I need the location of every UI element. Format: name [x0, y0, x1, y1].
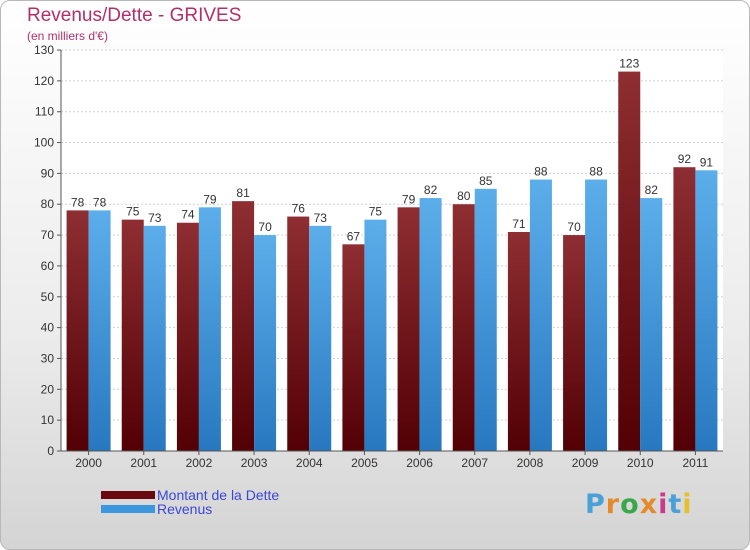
data-label-revenus: 78	[93, 195, 107, 209]
bar-revenus	[309, 225, 332, 451]
x-tick-label: 2004	[296, 456, 323, 470]
y-tick-label: 30	[41, 351, 55, 365]
legend-item-revenus: Revenus	[101, 501, 212, 517]
bar-dette	[507, 231, 530, 451]
bar-dette	[452, 204, 475, 451]
x-tick-label: 2003	[241, 456, 268, 470]
data-label-revenus: 85	[479, 174, 493, 188]
plot-area	[61, 50, 723, 451]
y-tick-label: 50	[41, 290, 55, 304]
data-label-revenus: 75	[369, 205, 383, 219]
y-tick-label: 80	[41, 197, 55, 211]
bar-revenus	[695, 170, 718, 452]
data-label-dette: 78	[71, 195, 85, 209]
logo-letter: x	[639, 489, 659, 520]
bar-revenus	[474, 188, 497, 452]
bar-dette	[342, 244, 365, 451]
bar-dette	[618, 71, 641, 451]
legend-swatch-dette	[101, 491, 155, 499]
y-tick-label: 60	[41, 259, 55, 273]
data-label-revenus: 82	[645, 183, 659, 197]
data-label-dette: 74	[181, 208, 195, 222]
bar-revenus	[585, 179, 608, 452]
bar-dette	[176, 222, 199, 451]
data-label-revenus: 88	[534, 165, 548, 179]
bar-revenus	[198, 207, 221, 451]
y-tick-label: 0	[47, 444, 54, 458]
bar-revenus	[143, 225, 166, 451]
logo-letter: r	[605, 489, 621, 520]
chart-title: Revenus/Dette - GRIVES	[27, 5, 242, 26]
logo-letter: o	[620, 489, 640, 520]
legend-label-dette: Montant de la Dette	[157, 487, 280, 503]
y-tick-label: 100	[34, 136, 54, 150]
x-tick-label: 2005	[351, 456, 378, 470]
data-label-dette: 70	[567, 220, 581, 234]
data-label-revenus: 79	[203, 192, 217, 206]
bar-dette	[232, 201, 255, 451]
bar-revenus	[640, 198, 663, 451]
y-tick-label: 120	[34, 74, 54, 88]
data-label-dette: 81	[236, 186, 250, 200]
bar-dette	[287, 216, 310, 451]
legend-label-revenus: Revenus	[157, 501, 213, 517]
x-tick-label: 2008	[517, 456, 544, 470]
bar-revenus	[419, 198, 442, 451]
y-tick-label: 20	[41, 382, 55, 396]
data-label-revenus: 70	[258, 220, 272, 234]
data-label-revenus: 88	[589, 165, 603, 179]
legend-item-dette: Montant de la Dette	[101, 487, 279, 503]
y-tick-label: 10	[41, 413, 55, 427]
x-tick-label: 2002	[186, 456, 213, 470]
x-tick-label: 2009	[572, 456, 599, 470]
data-label-revenus: 73	[148, 211, 162, 225]
logo-letter: i	[658, 489, 669, 520]
logo-letter: t	[668, 489, 683, 520]
data-label-dette: 67	[347, 229, 361, 243]
bar-revenus	[529, 179, 552, 452]
logo-letter: i	[682, 489, 693, 520]
bar-dette	[397, 207, 420, 451]
y-tick-label: 90	[41, 166, 55, 180]
x-tick-label: 2007	[461, 456, 488, 470]
data-label-revenus: 82	[424, 183, 438, 197]
data-label-dette: 71	[512, 217, 526, 231]
data-label-dette: 123	[619, 57, 639, 71]
bar-dette	[121, 219, 144, 451]
y-tick-label: 130	[34, 43, 54, 57]
legend-swatch-revenus	[101, 505, 155, 513]
y-tick-label: 40	[41, 321, 55, 335]
bar-revenus	[254, 235, 277, 451]
x-tick-label: 2010	[627, 456, 654, 470]
y-tick-label: 70	[41, 228, 55, 242]
data-label-revenus: 73	[314, 211, 328, 225]
data-label-dette: 75	[126, 205, 140, 219]
x-tick-label: 2011	[683, 456, 709, 470]
bar-revenus	[364, 219, 387, 451]
data-label-dette: 92	[678, 152, 692, 166]
bar-revenus	[88, 210, 111, 451]
x-tick-label: 2006	[406, 456, 433, 470]
y-tick-label: 110	[35, 105, 54, 119]
bar-dette	[66, 210, 89, 451]
data-label-dette: 80	[457, 189, 471, 203]
chart-subtitle: (en milliers d'€)	[27, 29, 108, 43]
data-label-revenus: 91	[700, 155, 714, 169]
bar-dette	[673, 167, 696, 451]
data-label-dette: 76	[292, 202, 306, 216]
x-tick-label: 2000	[75, 456, 102, 470]
proxiti-logo: Proxiti	[585, 489, 693, 520]
logo-letter: P	[585, 489, 606, 520]
bar-dette	[563, 235, 586, 451]
x-tick-label: 2001	[130, 456, 157, 470]
data-label-dette: 79	[402, 192, 416, 206]
